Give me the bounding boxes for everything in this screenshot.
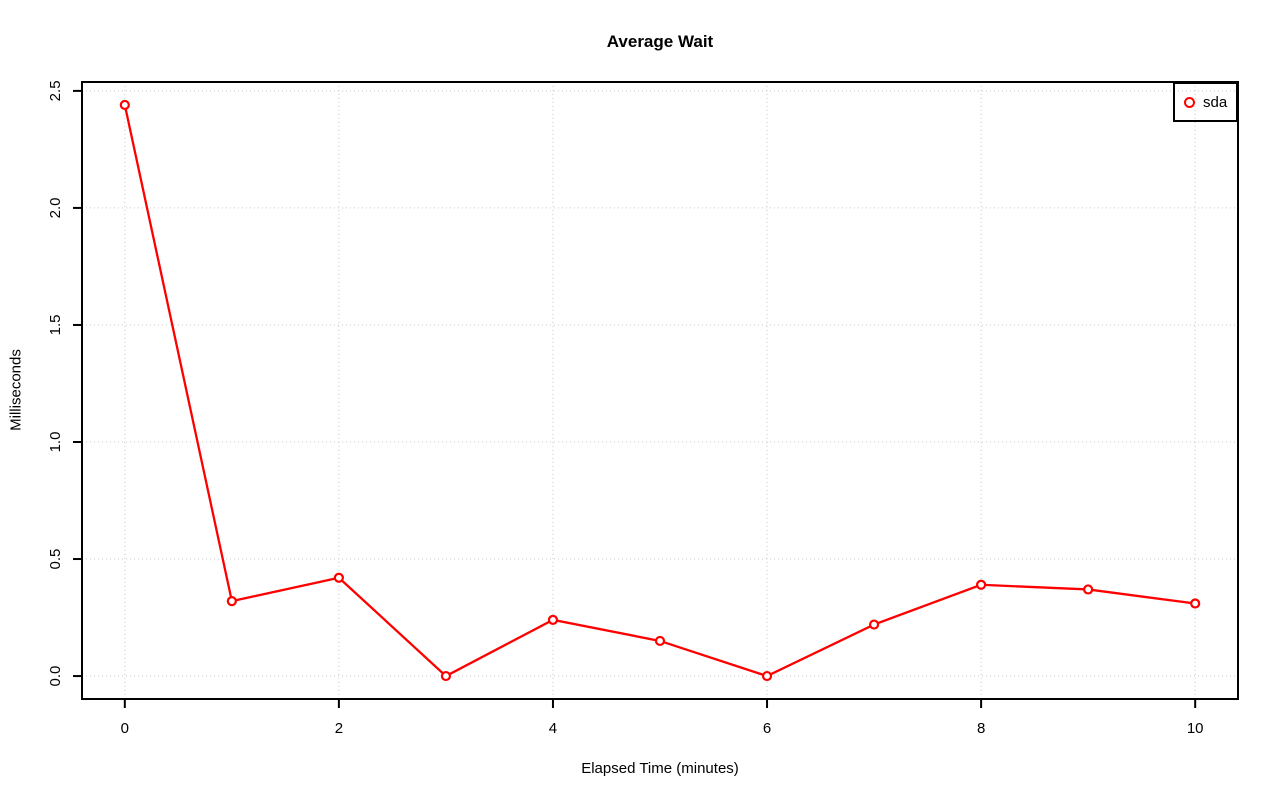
y-tick-label: 2.5 [47,80,64,101]
data-point-marker [547,614,559,625]
data-point-marker [761,670,773,682]
legend: sda [1173,82,1238,122]
y-tick-label: 0.5 [47,549,64,570]
legend-marker-circle-icon [1184,96,1195,108]
y-tick-label: 0.0 [47,666,64,687]
legend-series-label: sda [1203,93,1228,111]
data-point-marker [868,619,880,630]
x-tick-label: 0 [121,720,129,737]
data-point-marker [119,99,130,111]
plot-border [81,81,1239,700]
series-line [123,103,1197,678]
y-tick-label: 2.0 [47,197,64,218]
data-point-marker [1083,584,1094,595]
y-tick-label: 1.0 [47,432,64,453]
data-point-marker [333,572,344,583]
data-point-marker [654,635,666,647]
x-axis-title: Elapsed Time (minutes) [581,760,739,777]
data-point-marker [1190,598,1201,609]
data-point-marker [226,596,237,607]
data-point-marker [976,579,987,590]
x-tick-label: 10 [1187,720,1204,737]
y-tick-label: 1.5 [47,315,64,336]
x-tick-label: 6 [763,720,771,737]
x-tick-label: 4 [549,720,557,737]
x-tick-label: 2 [335,720,343,737]
data-point-marker [440,670,452,682]
chart-title: Average Wait [606,32,714,51]
x-tick-label: 8 [977,720,985,737]
